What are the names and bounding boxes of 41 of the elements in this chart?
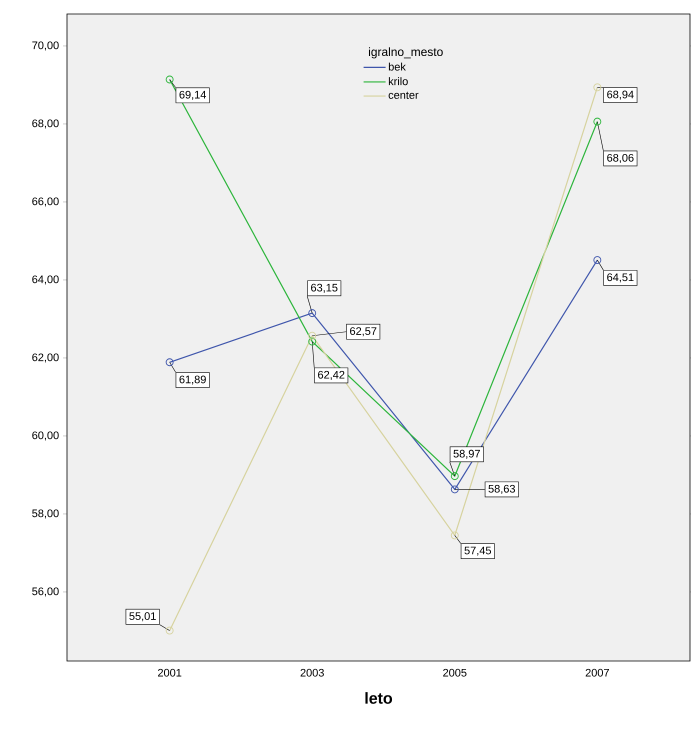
data-label: 62,42 [318,370,344,380]
data-label: 58,63 [488,484,516,494]
y-tick-label: 66,00 [32,197,59,206]
legend-label: center [388,92,418,99]
point [308,309,316,318]
data-label: 57,45 [464,546,492,556]
point [593,83,602,92]
point [166,76,174,84]
data-label: 63,15 [311,284,338,293]
x-tick-label: 2001 [158,668,182,677]
y-tick-label: 62,00 [32,353,59,362]
y-tick-label: 56,00 [32,587,59,596]
y-tick-label: 64,00 [32,275,59,284]
legend-label: bek [388,62,406,71]
point [308,332,316,340]
x-tick-label: 2005 [443,668,466,677]
data-label: 55,01 [129,612,156,622]
y-tick-label: 70,00 [32,41,59,50]
point [166,626,174,635]
legend-label: krilo [388,77,408,86]
point [308,338,316,346]
data-label: 68,06 [607,154,634,163]
point [593,256,602,264]
data-label: 69,14 [180,90,206,100]
y-tick-label: 58,00 [32,509,59,518]
x-tick-label: 2003 [300,668,324,677]
point [166,358,174,366]
point [450,531,459,540]
data-label: 58,97 [454,450,480,459]
data-label: 61,89 [180,376,206,385]
x-tick-label: 2007 [586,668,609,677]
point [450,472,459,480]
y-tick-label: 68,00 [32,119,59,128]
legend-title: igralno_mesto [368,47,443,58]
data-label: 68,94 [607,90,634,100]
point [593,118,602,126]
point [450,485,459,494]
x-axis-title: leto [365,692,392,704]
y-tick-label: 60,00 [32,431,59,440]
data-label: 62,57 [350,327,376,336]
data-label: 64,51 [607,273,634,282]
